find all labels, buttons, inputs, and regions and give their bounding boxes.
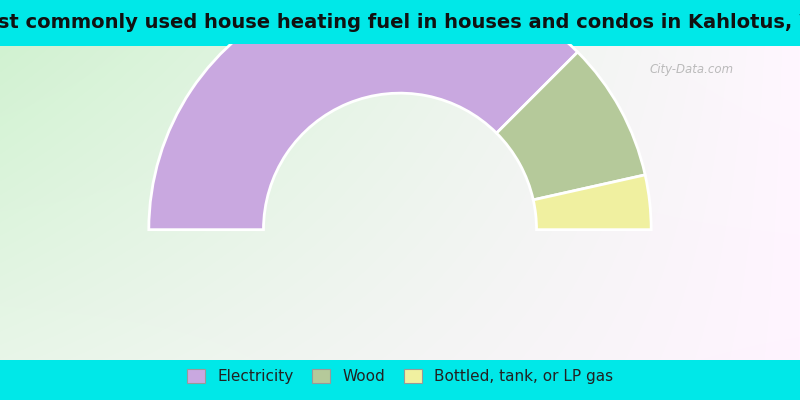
Wedge shape [497, 52, 645, 200]
Legend: Electricity, Wood, Bottled, tank, or LP gas: Electricity, Wood, Bottled, tank, or LP … [181, 363, 619, 390]
Wedge shape [149, 0, 578, 230]
Text: City-Data.com: City-Data.com [650, 64, 734, 76]
Wedge shape [534, 175, 651, 230]
Text: Most commonly used house heating fuel in houses and condos in Kahlotus, WA: Most commonly used house heating fuel in… [0, 14, 800, 32]
